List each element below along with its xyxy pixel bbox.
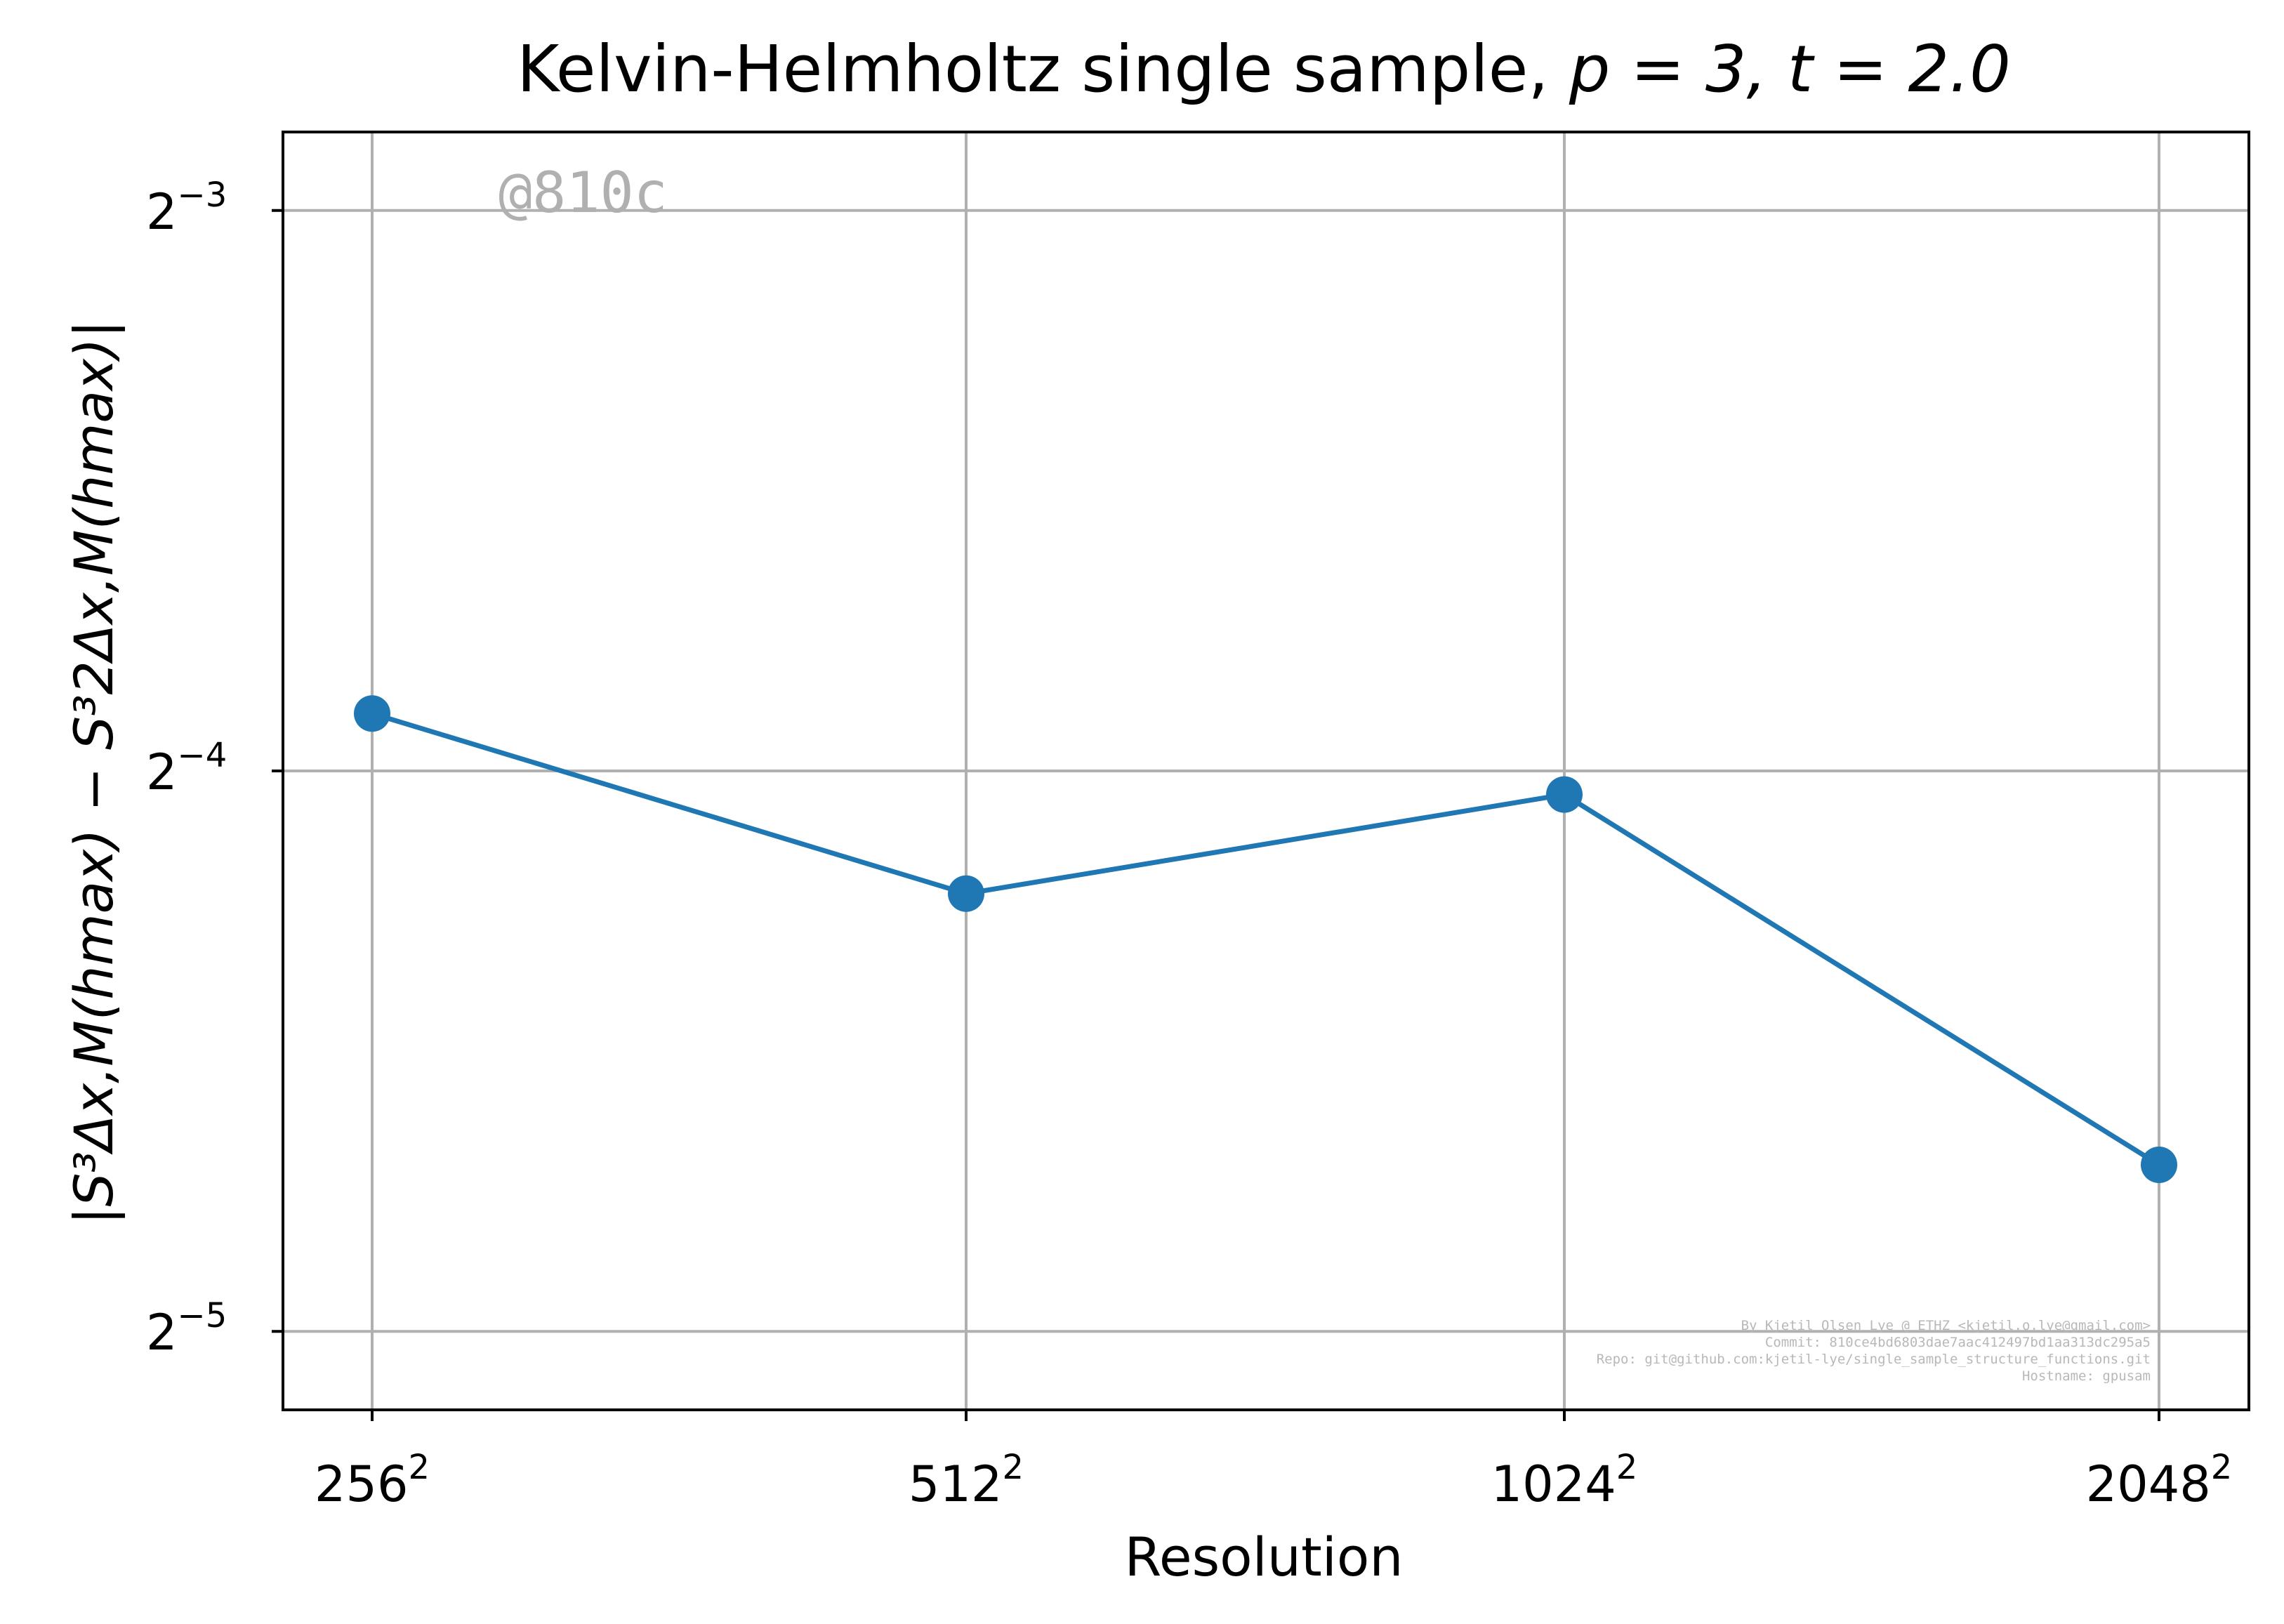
x-tick-label: 20482 [2086, 1448, 2233, 1513]
y-axis-label: |S³Δx,M(hmax) − S³2Δx,M(hmax)| [62, 320, 126, 1224]
series-line [371, 711, 2160, 1167]
chart-title-text: Kelvin-Helmholtz single sample, [517, 32, 1569, 107]
y-tick-label: 2−3 [146, 176, 227, 241]
footer-line: Hostname: gpusam [2022, 1368, 2151, 1384]
x-axis-label: Resolution [1124, 1526, 1403, 1588]
footer-metadata: By Kjetil Olsen Lye @ ETHZ <kjetil.o.lye… [1597, 1318, 2151, 1384]
plot-frame [282, 131, 2250, 1411]
chart-title-math: p = 3, t = 2.0 [1569, 32, 2011, 107]
footer-line: By Kjetil Olsen Lye @ ETHZ <kjetil.o.lye… [1741, 1318, 2151, 1333]
data-point [2141, 1146, 2177, 1183]
footer-line: Repo: git@github.com:kjetil-lye/single_s… [1597, 1352, 2151, 1367]
data-point [1546, 776, 1583, 813]
y-tick-label: 2−4 [146, 736, 227, 801]
data-point [354, 695, 390, 732]
grid [283, 132, 2249, 1410]
data-series [354, 695, 2177, 1183]
axis-ticks: 2562 5122 10242 20482 2−3 2−4 2−5 [146, 176, 2232, 1513]
x-tick-label: 5122 [909, 1448, 1024, 1513]
y-tick-label: 2−5 [146, 1296, 227, 1361]
x-tick-label: 10242 [1491, 1448, 1638, 1513]
footer-line: Commit: 810ce4bd6803dae7aac412497bd1aa31… [1765, 1335, 2151, 1350]
chart-title: Kelvin-Helmholtz single sample, p = 3, t… [517, 32, 2011, 107]
watermark: @810c [499, 160, 668, 225]
x-tick-label: 2562 [315, 1448, 430, 1513]
data-point [948, 875, 984, 912]
